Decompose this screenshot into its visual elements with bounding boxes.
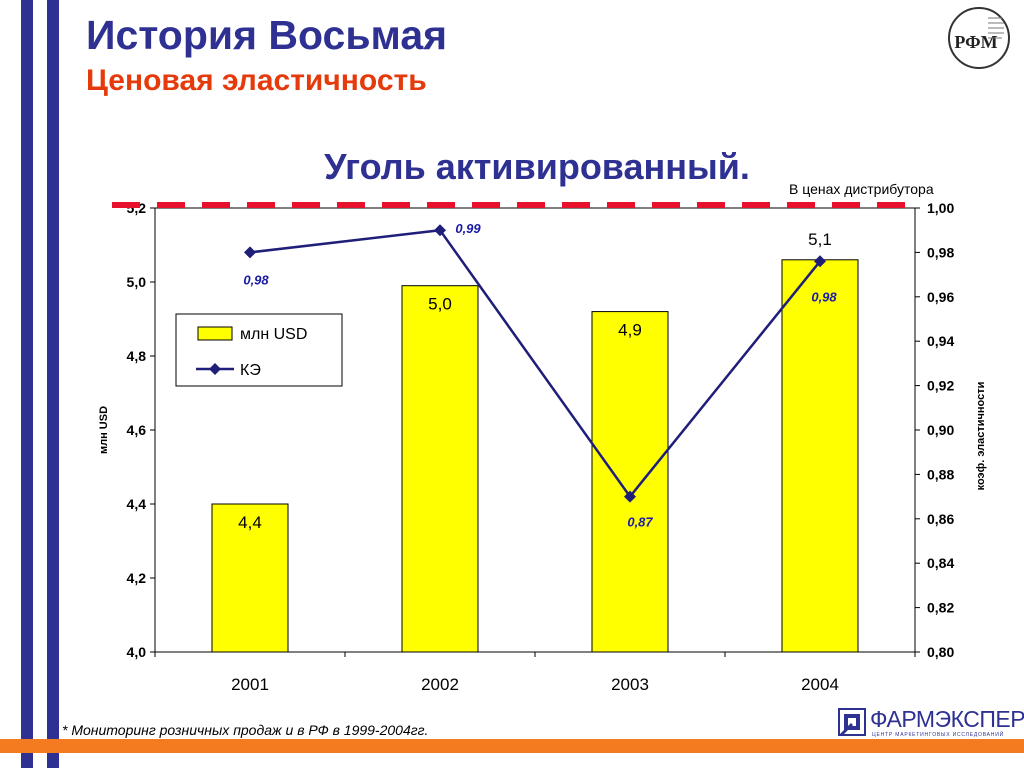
y2-tick-label: 0,80 (927, 644, 954, 660)
footnote: * Мониторинг розничных продаж и в РФ в 1… (62, 722, 429, 738)
bar (781, 259, 859, 653)
legend-label-line: КЭ (240, 362, 261, 379)
bar-value-label: 5,1 (808, 230, 832, 249)
y-tick-label: 4,0 (127, 644, 147, 660)
slide-title: История Восьмая (86, 12, 448, 58)
y-tick-label: 4,6 (127, 422, 147, 438)
brand-name: ФАРМЭКСПЕРТ (870, 706, 1024, 732)
left-stripe-1 (21, 0, 33, 768)
y-tick-label: 4,8 (127, 348, 147, 364)
price-note: В ценах дистрибутора (789, 181, 934, 197)
legend-swatch-marker (209, 363, 221, 375)
y2-axis-label: коэф. эластичности (975, 382, 987, 491)
ke-line (249, 228, 821, 499)
y-axis-label: млн USD (98, 406, 110, 454)
bar (591, 311, 669, 653)
logo-letters: РФМ (954, 32, 997, 52)
left-stripe-2 (47, 0, 59, 768)
bar (211, 503, 289, 653)
bar-value-label: 4,9 (618, 321, 642, 340)
y2-tick-label: 0,90 (927, 422, 954, 438)
legend (175, 313, 343, 387)
y2-tick-label: 0,94 (927, 333, 954, 349)
y2-tick-label: 0,96 (927, 289, 954, 305)
y2-tick-label: 0,92 (927, 378, 954, 394)
bar-value-label: 4,4 (238, 513, 262, 532)
legend-label-bar: млн USD (240, 326, 307, 343)
ke-point (624, 490, 636, 503)
bar (401, 285, 479, 653)
brand-tagline: ЦЕНТР МАРКЕТИНГОВЫХ ИССЛЕДОВАНИЙ (872, 732, 1005, 738)
ke-value-label: 0,98 (243, 272, 269, 287)
ke-value-label: 0,87 (627, 515, 653, 530)
x-category-label: 2002 (421, 675, 459, 694)
ke-point (814, 255, 826, 268)
ke-point (434, 224, 446, 237)
y-tick-label: 5,0 (127, 274, 147, 290)
footer-bar (0, 739, 1024, 753)
legend-swatch-bar (197, 326, 233, 341)
y2-tick-label: 0,98 (927, 244, 954, 260)
x-category-label: 2003 (611, 675, 649, 694)
chart-title: Уголь активированный. (324, 146, 750, 187)
y-tick-label: 4,2 (127, 570, 147, 586)
ke-value-label: 0,99 (455, 221, 481, 236)
y2-tick-label: 0,82 (927, 600, 954, 616)
x-category-label: 2004 (801, 675, 839, 694)
bar-value-label: 5,0 (428, 295, 452, 314)
pharmexpert-logo: ФАРМЭКСПЕРТ ЦЕНТР МАРКЕТИНГОВЫХ ИССЛЕДОВ… (838, 706, 1024, 740)
x-category-label: 2001 (231, 675, 269, 694)
ke-point (244, 246, 256, 259)
y2-tick-label: 0,86 (927, 511, 954, 527)
y-tick-label: 4,4 (127, 496, 147, 512)
y2-tick-label: 1,00 (927, 200, 954, 216)
y2-tick-label: 0,84 (927, 555, 954, 571)
slide-subtitle: Ценовая эластичность (86, 64, 427, 97)
ke-value-label: 0,98 (811, 289, 837, 304)
rfm-logo: РФМ (948, 7, 1010, 69)
y2-tick-label: 0,88 (927, 466, 954, 482)
pharmexpert-icon (838, 708, 866, 736)
